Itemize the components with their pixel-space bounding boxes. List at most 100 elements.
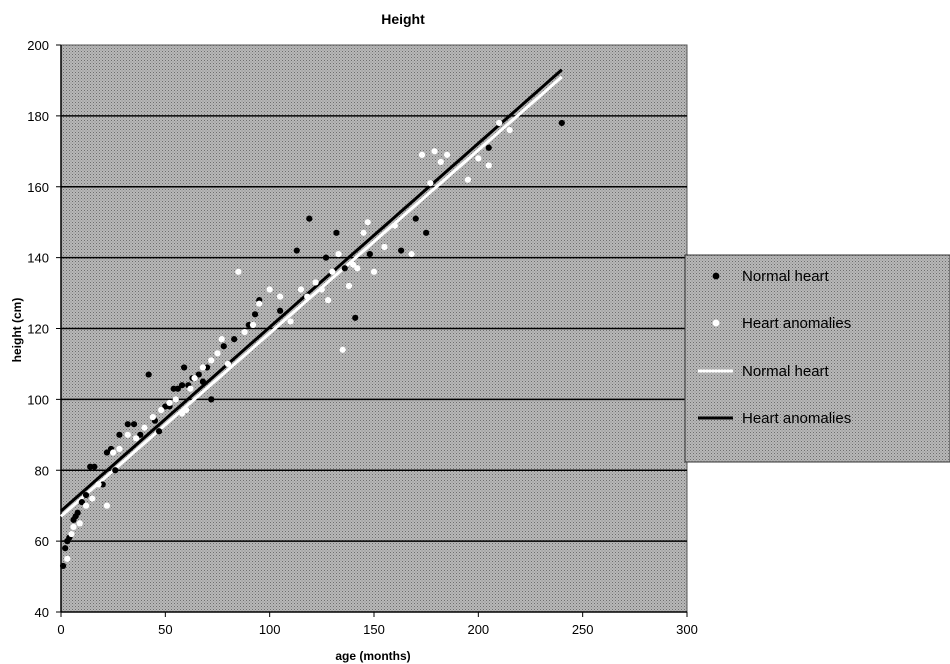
legend-marker-dot-black [712, 272, 720, 280]
y-tick-label: 40 [35, 605, 49, 620]
x-tick-label: 50 [158, 622, 172, 637]
point-heart-anomalies [485, 162, 492, 169]
legend-label: Heart anomalies [742, 315, 851, 332]
point-normal-heart [59, 562, 67, 570]
point-heart-anomalies [241, 328, 248, 336]
point-heart-anomalies [370, 268, 378, 275]
point-normal-heart [220, 343, 227, 350]
point-heart-anomalies [437, 158, 444, 166]
point-heart-anomalies [187, 385, 194, 392]
point-heart-anomalies [339, 346, 346, 353]
point-heart-anomalies [350, 261, 357, 268]
point-normal-heart [352, 314, 359, 321]
point-normal-heart [103, 449, 111, 456]
point-heart-anomalies [199, 364, 206, 371]
point-heart-anomalies [297, 286, 305, 293]
x-tick-label: 200 [467, 622, 489, 637]
y-tick-label: 180 [27, 109, 49, 124]
point-heart-anomalies [345, 282, 353, 290]
point-normal-heart [82, 491, 90, 499]
point-normal-heart [78, 499, 85, 506]
point-heart-anomalies [68, 530, 75, 538]
point-normal-heart [181, 364, 188, 371]
point-heart-anomalies [381, 243, 388, 251]
point-heart-anomalies [82, 502, 90, 509]
point-heart-anomalies [249, 321, 257, 329]
y-tick-label: 80 [35, 463, 49, 478]
point-heart-anomalies [166, 399, 173, 407]
point-heart-anomalies [391, 222, 398, 229]
point-normal-heart [195, 371, 202, 378]
point-normal-heart [137, 431, 144, 438]
x-axis-label: age (months) [335, 649, 410, 663]
point-heart-anomalies [224, 360, 232, 368]
legend: Normal heart Heart anomalies Normal heart H… [684, 254, 950, 463]
legend-box [684, 254, 950, 463]
point-normal-heart [208, 396, 215, 403]
point-heart-anomalies [70, 523, 77, 531]
x-tick-label: 150 [363, 622, 385, 637]
point-normal-heart [423, 229, 430, 236]
point-normal-heart [306, 215, 313, 222]
point-normal-heart [366, 250, 373, 258]
legend-label: Normal heart [742, 363, 830, 380]
point-heart-anomalies [158, 406, 165, 414]
y-tick-labels: 40 60 80 100 120 140 160 180 200 [27, 38, 49, 620]
x-tick-label: 0 [57, 622, 64, 637]
point-normal-heart [130, 421, 138, 428]
point-normal-heart [174, 385, 181, 392]
point-heart-anomalies [133, 435, 140, 442]
point-heart-anomalies [335, 250, 342, 258]
point-heart-anomalies [354, 265, 361, 272]
point-normal-heart [91, 463, 98, 470]
x-tick-label: 300 [676, 622, 698, 637]
point-heart-anomalies [277, 293, 284, 300]
gridlines [56, 44, 687, 613]
point-heart-anomalies [95, 481, 102, 488]
point-heart-anomalies [427, 180, 434, 187]
point-normal-heart [412, 215, 419, 222]
point-heart-anomalies [183, 406, 190, 414]
point-heart-anomalies [496, 119, 503, 127]
point-heart-anomalies [329, 268, 336, 275]
point-normal-heart [116, 431, 123, 438]
point-heart-anomalies [408, 250, 415, 258]
chart-title: Height [381, 11, 425, 27]
point-heart-anomalies [64, 555, 71, 562]
point-heart-anomalies [443, 151, 451, 158]
legend-marker-dot-white [712, 319, 720, 327]
point-normal-heart [178, 382, 186, 389]
point-heart-anomalies [124, 431, 131, 438]
point-heart-anomalies [178, 410, 186, 417]
data-points [59, 119, 565, 570]
point-heart-anomalies [266, 286, 273, 293]
point-heart-anomalies [287, 318, 294, 325]
point-normal-heart [277, 307, 284, 314]
point-heart-anomalies [364, 219, 371, 226]
trend-line-normal-heart [60, 75, 563, 518]
point-heart-anomalies [464, 176, 471, 183]
point-normal-heart [74, 509, 81, 516]
x-tick-labels: 0 50 100 150 200 250 300 [57, 612, 698, 637]
x-tick-label: 100 [259, 622, 281, 637]
point-normal-heart [199, 378, 206, 385]
trend-lines [60, 68, 563, 518]
point-heart-anomalies [418, 151, 426, 158]
point-heart-anomalies [89, 495, 96, 502]
point-heart-anomalies [318, 286, 325, 293]
trend-line-heart-anomalies [60, 68, 563, 513]
point-normal-heart [398, 247, 405, 254]
y-tick-label: 120 [27, 322, 49, 337]
point-heart-anomalies [191, 375, 198, 382]
point-heart-anomalies [141, 424, 148, 431]
y-tick-label: 100 [27, 392, 49, 407]
y-tick-label: 200 [27, 38, 49, 53]
point-heart-anomalies [431, 148, 438, 155]
point-normal-heart [62, 545, 69, 552]
point-heart-anomalies [475, 155, 482, 162]
y-tick-label: 160 [27, 180, 49, 195]
point-heart-anomalies [110, 449, 117, 456]
point-normal-heart [231, 336, 238, 343]
point-heart-anomalies [506, 126, 513, 134]
